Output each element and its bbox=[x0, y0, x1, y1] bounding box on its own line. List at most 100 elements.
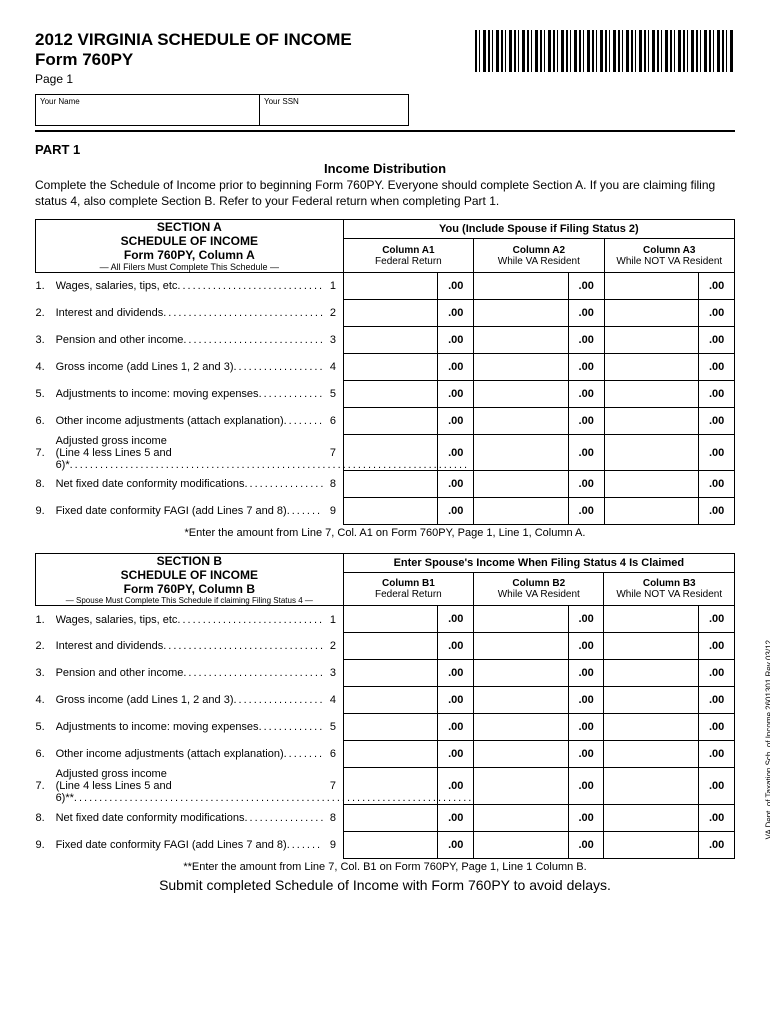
main-title: 2012 VIRGINIA SCHEDULE OF INCOME bbox=[35, 30, 352, 50]
cents-suffix: .00 bbox=[699, 831, 735, 858]
amount-input[interactable] bbox=[604, 831, 699, 858]
amount-input[interactable] bbox=[474, 381, 569, 408]
line-label: Adjustments to income: moving expenses bbox=[56, 381, 324, 408]
ssn-label: Your SSN bbox=[264, 97, 299, 106]
line-number: 1. bbox=[36, 273, 56, 300]
line-repeat-number: 8 bbox=[323, 804, 343, 831]
cents-suffix: .00 bbox=[699, 633, 735, 660]
submit-note: Submit completed Schedule of Income with… bbox=[35, 877, 735, 893]
title-block: 2012 VIRGINIA SCHEDULE OF INCOME Form 76… bbox=[35, 30, 352, 86]
section-b-footnote: **Enter the amount from Line 7, Col. B1 … bbox=[35, 861, 735, 873]
line-row: 5.Adjustments to income: moving expenses… bbox=[36, 381, 735, 408]
amount-input[interactable] bbox=[604, 660, 699, 687]
line-label: Net fixed date conformity modifications bbox=[56, 471, 324, 498]
amount-input[interactable] bbox=[474, 660, 569, 687]
amount-input[interactable] bbox=[474, 633, 569, 660]
cents-suffix: .00 bbox=[568, 606, 604, 633]
your-ssn-field[interactable]: Your SSN bbox=[260, 94, 409, 126]
amount-input[interactable] bbox=[343, 660, 438, 687]
amount-input[interactable] bbox=[604, 381, 699, 408]
amount-input[interactable] bbox=[474, 741, 569, 768]
amount-input[interactable] bbox=[474, 831, 569, 858]
part1-instructions: Complete the Schedule of Income prior to… bbox=[35, 178, 735, 209]
amount-input[interactable] bbox=[343, 606, 438, 633]
amount-input[interactable] bbox=[474, 327, 569, 354]
line-number: 6. bbox=[36, 741, 56, 768]
amount-input[interactable] bbox=[474, 768, 569, 804]
section-a-table: SECTION A SCHEDULE OF INCOME Form 760PY,… bbox=[35, 219, 735, 525]
amount-input[interactable] bbox=[474, 273, 569, 300]
amount-input[interactable] bbox=[343, 273, 438, 300]
amount-input[interactable] bbox=[474, 300, 569, 327]
cents-suffix: .00 bbox=[699, 804, 735, 831]
cents-suffix: .00 bbox=[699, 435, 735, 471]
cents-suffix: .00 bbox=[699, 471, 735, 498]
col-b3-head: Column B3While NOT VA Resident bbox=[604, 573, 735, 606]
amount-input[interactable] bbox=[474, 606, 569, 633]
your-name-field[interactable]: Your Name bbox=[35, 94, 260, 126]
amount-input[interactable] bbox=[604, 804, 699, 831]
amount-input[interactable] bbox=[604, 606, 699, 633]
amount-input[interactable] bbox=[343, 327, 438, 354]
amount-input[interactable] bbox=[343, 804, 438, 831]
line-repeat-number: 4 bbox=[323, 354, 343, 381]
amount-input[interactable] bbox=[474, 408, 569, 435]
section-b-table: SECTION B SCHEDULE OF INCOME Form 760PY,… bbox=[35, 553, 735, 858]
amount-input[interactable] bbox=[604, 354, 699, 381]
amount-input[interactable] bbox=[604, 687, 699, 714]
amount-input[interactable] bbox=[604, 408, 699, 435]
line-row: 6.Other income adjustments (attach expla… bbox=[36, 741, 735, 768]
amount-input[interactable] bbox=[474, 687, 569, 714]
amount-input[interactable] bbox=[343, 831, 438, 858]
line-number: 5. bbox=[36, 381, 56, 408]
amount-input[interactable] bbox=[604, 768, 699, 804]
section-a-footnote: *Enter the amount from Line 7, Col. A1 o… bbox=[35, 527, 735, 539]
line-label: Interest and dividends bbox=[56, 633, 324, 660]
cents-suffix: .00 bbox=[438, 660, 474, 687]
cents-suffix: .00 bbox=[699, 714, 735, 741]
cents-suffix: .00 bbox=[438, 327, 474, 354]
cents-suffix: .00 bbox=[699, 741, 735, 768]
amount-input[interactable] bbox=[343, 741, 438, 768]
amount-input[interactable] bbox=[343, 381, 438, 408]
col-b2-head: Column B2While VA Resident bbox=[474, 573, 604, 606]
amount-input[interactable] bbox=[343, 714, 438, 741]
line-label: Gross income (add Lines 1, 2 and 3) bbox=[56, 687, 324, 714]
amount-input[interactable] bbox=[343, 300, 438, 327]
amount-input[interactable] bbox=[604, 714, 699, 741]
cents-suffix: .00 bbox=[699, 354, 735, 381]
amount-input[interactable] bbox=[604, 741, 699, 768]
line-repeat-number: 3 bbox=[323, 327, 343, 354]
line-row: 9.Fixed date conformity FAGI (add Lines … bbox=[36, 831, 735, 858]
line-number: 8. bbox=[36, 804, 56, 831]
amount-input[interactable] bbox=[604, 327, 699, 354]
cents-suffix: .00 bbox=[568, 831, 604, 858]
line-number: 2. bbox=[36, 300, 56, 327]
amount-input[interactable] bbox=[343, 498, 438, 525]
amount-input[interactable] bbox=[604, 633, 699, 660]
section-b-header-right: Enter Spouse's Income When Filing Status… bbox=[343, 554, 734, 573]
amount-input[interactable] bbox=[604, 273, 699, 300]
amount-input[interactable] bbox=[604, 435, 699, 471]
amount-input[interactable] bbox=[474, 714, 569, 741]
cents-suffix: .00 bbox=[568, 354, 604, 381]
amount-input[interactable] bbox=[604, 471, 699, 498]
amount-input[interactable] bbox=[474, 435, 569, 471]
amount-input[interactable] bbox=[343, 471, 438, 498]
cents-suffix: .00 bbox=[568, 741, 604, 768]
amount-input[interactable] bbox=[343, 408, 438, 435]
line-repeat-number: 6 bbox=[323, 741, 343, 768]
amount-input[interactable] bbox=[474, 498, 569, 525]
line-repeat-number: 1 bbox=[323, 273, 343, 300]
amount-input[interactable] bbox=[604, 498, 699, 525]
amount-input[interactable] bbox=[343, 687, 438, 714]
amount-input[interactable] bbox=[474, 804, 569, 831]
amount-input[interactable] bbox=[474, 471, 569, 498]
amount-input[interactable] bbox=[343, 354, 438, 381]
line-label: Other income adjustments (attach explana… bbox=[56, 408, 324, 435]
cents-suffix: .00 bbox=[568, 687, 604, 714]
amount-input[interactable] bbox=[604, 300, 699, 327]
amount-input[interactable] bbox=[474, 354, 569, 381]
line-number: 4. bbox=[36, 354, 56, 381]
amount-input[interactable] bbox=[343, 633, 438, 660]
